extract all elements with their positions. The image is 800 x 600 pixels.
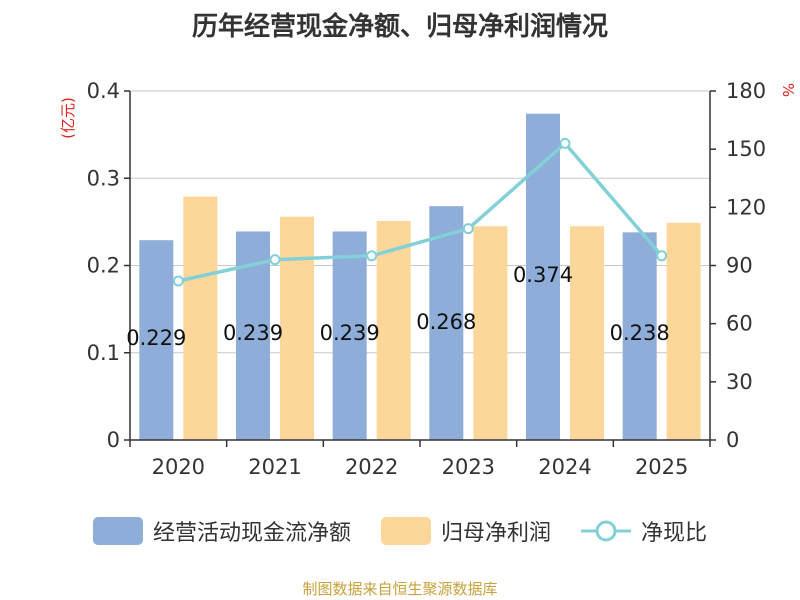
bar-cashflow: [139, 240, 174, 440]
ratio-point: [172, 275, 184, 287]
left-tick-label: 0.3: [87, 166, 120, 190]
ratio-line-path: [177, 140, 663, 283]
x-tick-label: 2021: [248, 455, 301, 479]
data-label: 0.229: [126, 326, 186, 350]
right-tick-label: 180: [726, 79, 766, 103]
data-label: 0.238: [610, 321, 670, 345]
source-note: 制图数据来自恒生聚源数据库: [302, 580, 498, 598]
bar-cashflow: [429, 206, 464, 440]
left-tick-label: 0.1: [87, 341, 120, 365]
data-labels: 0.229 0.239 0.239 0.268 0.374 0.238: [126, 263, 669, 350]
ratio-point: [559, 137, 571, 149]
x-tick-label: 2020: [152, 455, 205, 479]
ratio-point: [269, 254, 281, 266]
data-label: 0.268: [416, 310, 476, 334]
x-tick-label: 2022: [345, 455, 398, 479]
legend-item-net-profit[interactable]: 归母净利润: [380, 515, 551, 547]
right-tick-label: 30: [726, 370, 753, 394]
bar-net-profit: [666, 222, 701, 440]
bar-net-profit: [570, 226, 604, 440]
ratio-point: [462, 223, 474, 235]
bar-net-profit: [183, 196, 218, 440]
right-tick-label: 60: [726, 312, 753, 336]
legend-swatch-net-profit: [380, 517, 431, 545]
left-axis-unit: (亿元): [59, 97, 77, 139]
left-tick-label: 0.4: [87, 79, 120, 103]
bar-cashflow: [526, 113, 560, 440]
right-tick-label: 120: [726, 195, 766, 219]
bar-cashflow: [332, 231, 367, 440]
data-label: 0.239: [223, 321, 283, 345]
left-tick-label: 0: [107, 428, 120, 452]
right-tick-label: 90: [726, 254, 753, 278]
left-tick-label: 0.2: [87, 254, 120, 278]
bar-net-profit: [376, 221, 411, 440]
ratio-point: [366, 250, 378, 262]
ratio-point: [656, 250, 668, 262]
axes: 0 0.1 0.2 0.3 0.4 0 30 60 90 120 150 180 2020 2021 202…: [87, 79, 767, 479]
grid-lines: [130, 90, 710, 354]
right-axis-unit: %: [779, 83, 797, 97]
x-tick-label: 2023: [442, 455, 495, 479]
legend-item-cashflow[interactable]: 经营活动现金流净额: [92, 515, 351, 547]
legend-swatch-ratio: [581, 520, 631, 542]
x-tick-label: 2024: [538, 455, 591, 479]
chart-title: 历年经营现金净额、归母净利润情况: [191, 12, 608, 42]
bar-cashflow: [622, 232, 657, 440]
bar-net-profit: [473, 226, 508, 440]
legend-swatch-cashflow: [92, 517, 143, 545]
ratio-line: [172, 137, 668, 287]
legend-item-ratio[interactable]: 净现比: [581, 515, 707, 547]
data-label: 0.239: [320, 321, 380, 345]
legend: 经营活动现金流净额 归母净利润 净现比: [0, 515, 800, 547]
data-label: 0.374: [513, 263, 573, 287]
legend-label-ratio: 净现比: [641, 521, 708, 546]
x-tick-label: 2025: [635, 455, 688, 479]
legend-label-net-profit: 归母净利润: [440, 521, 551, 546]
legend-label-cashflow: 经营活动现金流净额: [152, 521, 351, 546]
right-tick-label: 150: [726, 137, 766, 161]
bars: [139, 113, 701, 440]
right-tick-label: 0: [726, 428, 739, 452]
bar-net-profit: [280, 216, 314, 440]
